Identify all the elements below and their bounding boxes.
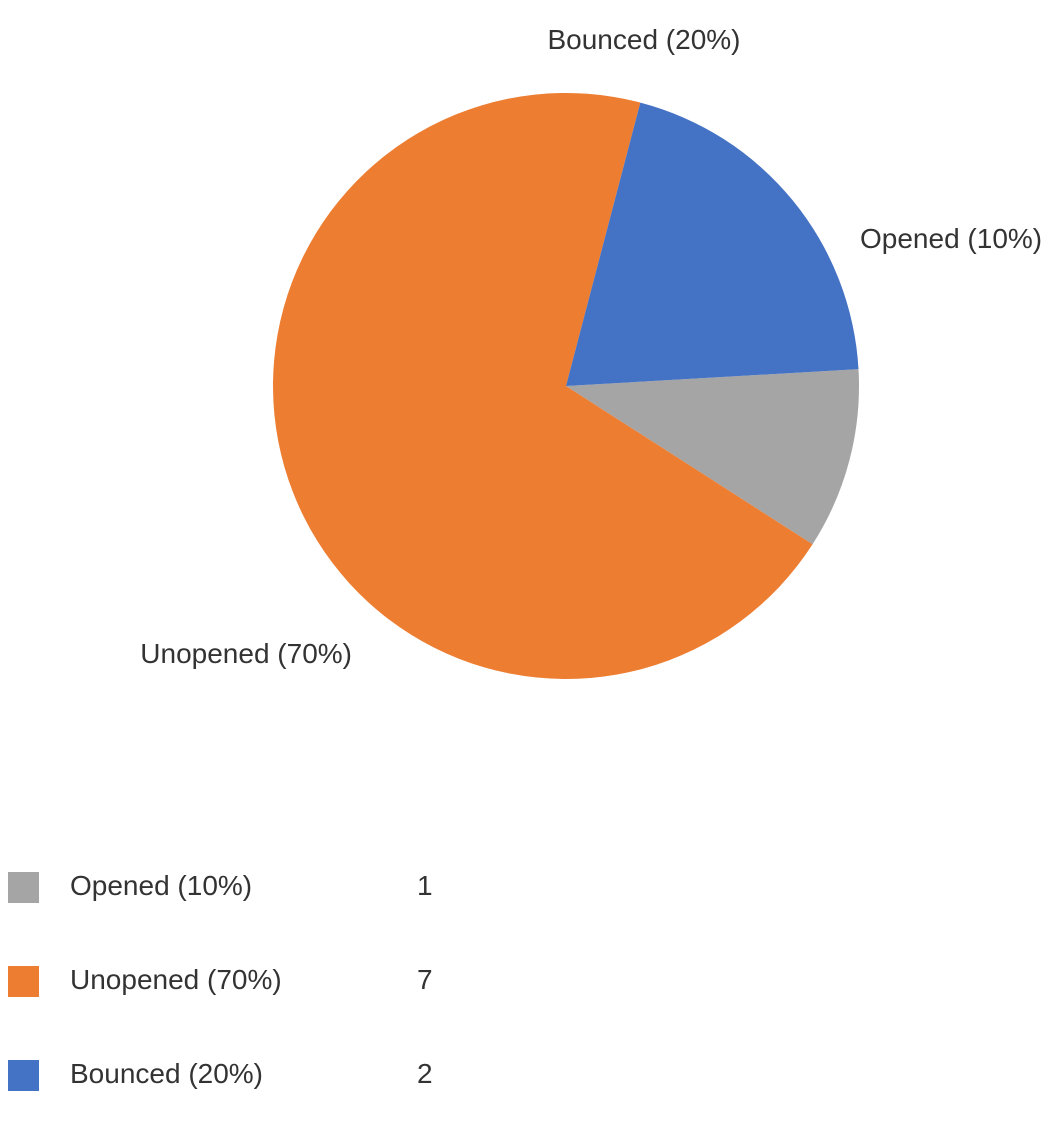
slice-opened <box>566 369 859 545</box>
legend-item-unopened: Unopened (70%) 7 <box>0 944 700 1038</box>
legend-value: 7 <box>417 964 433 995</box>
legend-item-opened: Opened (10%) 1 <box>0 850 700 944</box>
legend-value: 1 <box>417 870 433 901</box>
legend-label: Bounced (20%) <box>70 1058 264 1089</box>
legend-swatch <box>8 966 39 997</box>
pie-slices <box>272 92 859 679</box>
slice-label-opened: Opened (10%) <box>860 223 1042 254</box>
legend-label: Opened (10%) <box>70 870 253 901</box>
slice-label-bounced: Bounced (20%) <box>547 24 740 55</box>
pie-slice-labels: Opened (10%) Unopened (70%) Bounced (20%… <box>140 24 1042 669</box>
legend-item-bounced: Bounced (20%) 2 <box>0 1038 700 1132</box>
pie-chart: Opened (10%) Unopened (70%) Bounced (20%… <box>140 24 1042 679</box>
legend-label: Unopened (70%) <box>70 964 282 995</box>
legend-swatch <box>8 1060 39 1091</box>
slice-bounced <box>566 102 859 386</box>
legend-value: 2 <box>417 1058 433 1089</box>
slice-label-unopened: Unopened (70%) <box>140 638 352 669</box>
legend-swatch <box>8 872 39 903</box>
legend: Opened (10%) 1 Unopened (70%) 7 Bounced … <box>0 850 700 1132</box>
slice-unopened <box>272 92 813 679</box>
